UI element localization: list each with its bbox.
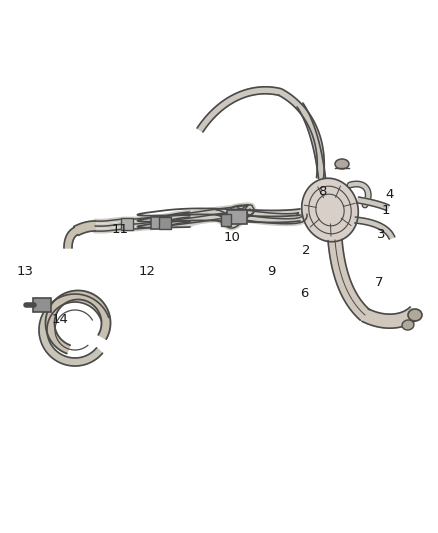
- Polygon shape: [279, 89, 324, 179]
- Text: 9: 9: [267, 265, 276, 278]
- FancyBboxPatch shape: [121, 218, 133, 230]
- Polygon shape: [64, 228, 78, 248]
- Text: 14: 14: [52, 313, 69, 326]
- Polygon shape: [362, 307, 420, 328]
- Polygon shape: [297, 103, 325, 179]
- Polygon shape: [302, 178, 358, 242]
- Polygon shape: [328, 239, 370, 320]
- Polygon shape: [46, 290, 110, 353]
- Polygon shape: [190, 215, 300, 227]
- FancyBboxPatch shape: [33, 298, 51, 312]
- Ellipse shape: [335, 159, 349, 169]
- Text: 1: 1: [381, 204, 390, 217]
- FancyBboxPatch shape: [159, 217, 171, 229]
- Text: 13: 13: [17, 265, 34, 278]
- Polygon shape: [190, 209, 300, 221]
- Text: 2: 2: [302, 244, 311, 257]
- Text: 6: 6: [300, 287, 309, 300]
- FancyBboxPatch shape: [151, 217, 165, 229]
- Text: 12: 12: [138, 265, 155, 278]
- Text: 3: 3: [377, 228, 385, 241]
- Polygon shape: [355, 217, 395, 239]
- Text: 7: 7: [374, 276, 383, 289]
- Text: 4: 4: [385, 188, 394, 201]
- FancyBboxPatch shape: [227, 210, 247, 224]
- Polygon shape: [39, 294, 109, 366]
- Ellipse shape: [408, 309, 422, 321]
- FancyBboxPatch shape: [221, 214, 231, 226]
- Ellipse shape: [402, 320, 414, 330]
- Text: 8: 8: [318, 185, 326, 198]
- Text: 11: 11: [112, 223, 129, 236]
- Polygon shape: [74, 221, 95, 236]
- Text: 10: 10: [224, 231, 240, 244]
- Polygon shape: [357, 197, 389, 211]
- Polygon shape: [197, 87, 281, 132]
